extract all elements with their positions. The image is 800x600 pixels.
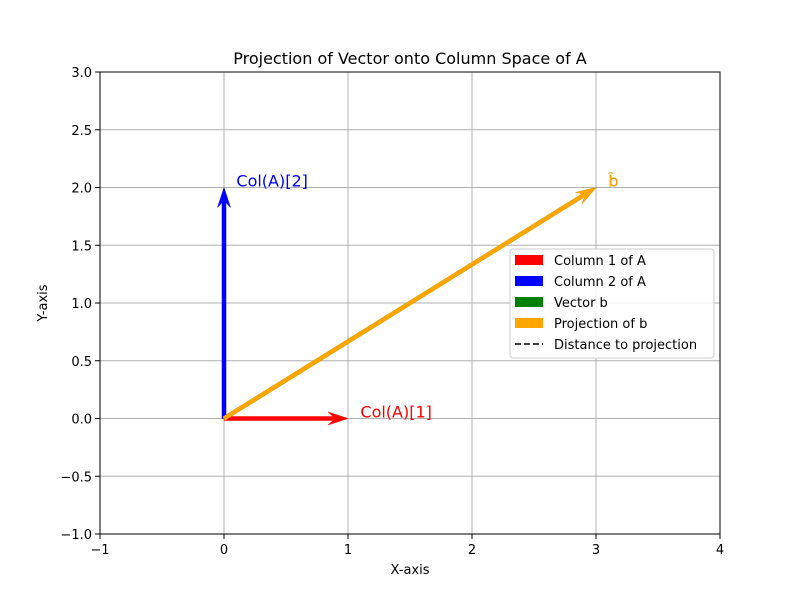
vector-column-1-of-a <box>223 411 349 426</box>
x-tick-label: 1 <box>344 543 352 558</box>
ticks: −1 0 1 2 3 4 −1.0 −0.5 0.0 0.5 1.0 1.5 2.0 2.5 3.0 <box>60 66 724 558</box>
legend-label: Distance to projection <box>554 338 697 353</box>
x-tick-label: 2 <box>468 543 476 558</box>
legend-label: Vector b <box>554 296 608 311</box>
y-tick-label: 3.0 <box>71 66 92 81</box>
x-tick-label: 4 <box>716 543 724 558</box>
y-tick-label: −0.5 <box>60 470 92 485</box>
vector-annotation: b <box>608 172 618 191</box>
vector-column-2-of-a <box>217 186 231 419</box>
chart-title: Projection of Vector onto Column Space o… <box>233 49 587 68</box>
y-tick-label: 1.0 <box>71 297 92 312</box>
legend-swatch <box>515 297 543 307</box>
vector-annotation: Col(A)[2] <box>236 172 308 191</box>
x-tick-label: 3 <box>592 543 600 558</box>
vector-annotation: b̂ <box>608 172 619 191</box>
y-tick-label: −1.0 <box>60 528 92 543</box>
legend-label: Column 1 of A <box>554 254 646 269</box>
legend-label: Column 2 of A <box>554 275 646 290</box>
vector-projection-of-b <box>222 187 597 421</box>
legend-box <box>509 248 715 359</box>
y-tick-label: 2.5 <box>71 124 92 139</box>
y-axis-label: Y-axis <box>36 284 51 322</box>
y-tick-label: 0.5 <box>71 355 92 370</box>
y-tick-label: 1.5 <box>71 239 92 254</box>
x-tick-label: −1 <box>90 543 109 558</box>
annotations: Col(A)[1] Col(A)[2] bb̂ <box>236 172 618 422</box>
legend-swatch <box>515 318 543 328</box>
x-axis-label: X-axis <box>391 563 430 578</box>
vectors <box>217 186 597 426</box>
legend-swatch <box>515 255 543 265</box>
legend-label: Projection of b <box>554 317 647 332</box>
vector-annotation: Col(A)[1] <box>360 403 432 422</box>
legend: Column 1 of A Column 2 of A Vector b Projec… <box>509 248 715 359</box>
y-tick-label: 0.0 <box>71 413 92 428</box>
legend-swatch <box>515 276 543 286</box>
x-tick-label: 0 <box>220 543 228 558</box>
y-tick-label: 2.0 <box>71 182 92 197</box>
